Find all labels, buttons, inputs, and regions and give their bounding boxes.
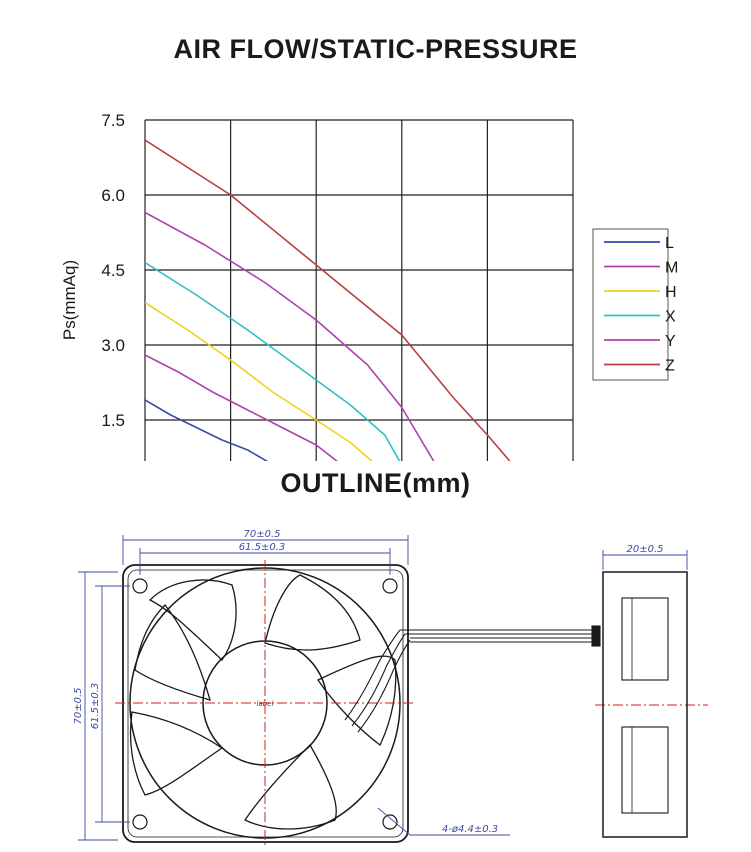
dim-holes: 4-ø4.4±0.3 [442,824,498,835]
dim-hole-width: 61.5±0.3 [239,542,286,553]
legend-label-h: H [665,284,677,301]
dimension-lines [78,535,688,841]
y-axis-label: Ps(mmAq) [60,260,79,340]
legend-label-z: Z [665,358,675,375]
dim-outer-height: 70±0.5 [73,687,84,724]
series-line-h [145,301,373,461]
series-line-y [145,211,435,461]
chart-series [145,139,511,461]
legend-label-y: Y [665,333,676,350]
y-tick-label: 4.5 [101,261,125,280]
series-line-l [145,399,269,461]
chart-title: AIR FLOW/STATIC-PRESSURE [173,34,578,64]
dim-depth: 20±0.5 [626,544,663,555]
legend-label-x: X [665,309,676,326]
chart-grid [144,119,574,461]
mounting-holes [132,578,398,830]
dim-hole-height: 61.5±0.3 [90,683,101,730]
legend-label-m: M [665,260,678,277]
series-line-z [145,139,511,461]
outline-drawing: label [73,529,708,848]
series-line-x [145,261,401,461]
y-tick-label: 6.0 [101,186,125,205]
series-line-m [145,354,339,461]
legend-label-l: L [665,235,674,252]
wire-lead [344,625,601,733]
y-tick-labels: 7.5 6.0 4.5 3.0 1.5 [101,111,125,430]
center-lines [115,560,708,848]
outline-title: OUTLINE(mm) [280,468,471,498]
fan-side-view [602,571,688,838]
y-tick-label: 1.5 [101,411,125,430]
y-tick-label: 3.0 [101,336,125,355]
y-tick-label: 7.5 [101,111,125,130]
dim-outer-width: 70±0.5 [243,529,280,540]
fan-blades [129,574,397,830]
